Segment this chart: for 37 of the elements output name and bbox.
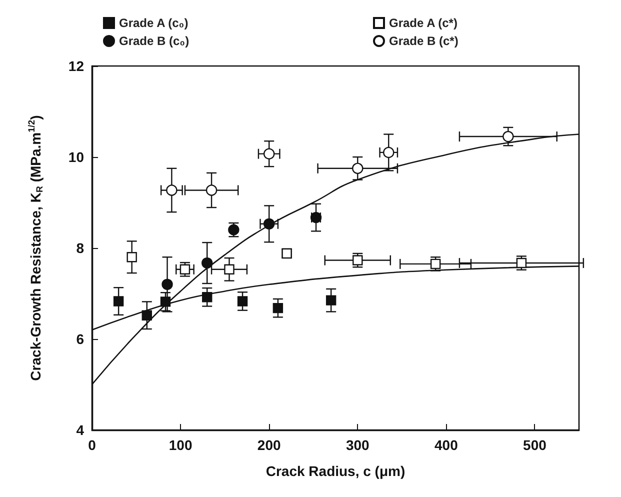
point: [180, 264, 190, 274]
point: [202, 292, 212, 302]
legend-label: Grade A (c₀): [119, 16, 188, 30]
point: [352, 255, 363, 266]
point: [160, 296, 171, 307]
point: [502, 130, 514, 142]
point: [206, 184, 218, 196]
y-tick-label: 8: [76, 240, 84, 256]
x-tick-label: 400: [434, 437, 458, 453]
point: [113, 296, 124, 306]
point: [237, 296, 248, 306]
point: [126, 252, 137, 262]
y-tick-label: 6: [76, 331, 84, 347]
point: [326, 295, 336, 306]
y-axis-title: Crack-Growth Resistance, KR (MPa.m1/2): [26, 115, 44, 381]
point: [264, 148, 275, 160]
x-tick-label: 0: [88, 437, 96, 453]
legend-label: Grade B (c*): [389, 34, 458, 48]
y-tick-label: 12: [68, 58, 84, 74]
x-tick-label: 300: [346, 437, 370, 453]
point: [272, 302, 284, 314]
x-tick-label: 500: [523, 437, 547, 453]
point: [166, 184, 178, 196]
point: [202, 257, 213, 269]
x-tick-label: 200: [257, 437, 281, 453]
x-tick-label: 100: [168, 437, 192, 453]
y-tick-label: 10: [68, 149, 84, 165]
x-axis-title: Crack Radius, c (μm): [266, 463, 406, 479]
point: [352, 162, 364, 174]
legend-label: Grade A (c*): [389, 16, 458, 30]
point: [264, 218, 275, 230]
point: [224, 264, 234, 274]
point: [162, 278, 173, 290]
point: [142, 310, 152, 320]
legend-label: Grade B (c₀): [119, 34, 190, 48]
y-tick-label: 4: [76, 422, 84, 438]
point: [383, 146, 394, 158]
